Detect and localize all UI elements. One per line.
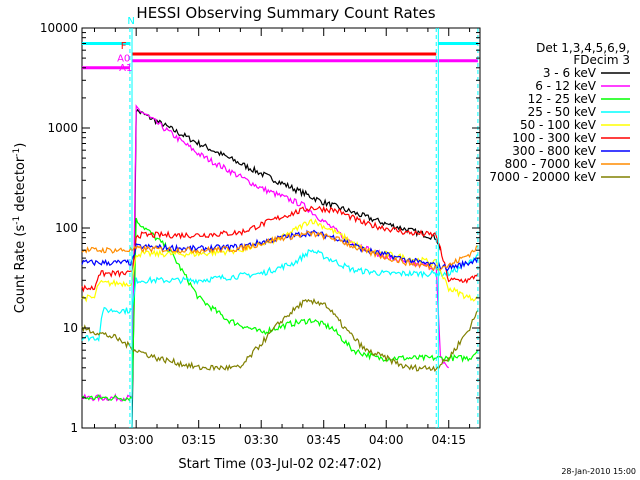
series-line-7 [81,230,479,272]
y-tick-label-4: 10000 [40,21,78,35]
chart-title: HESSI Observing Summary Count Rates [136,4,435,22]
series-line-3 [81,249,479,343]
series-line-2 [81,217,479,402]
y-tick-label-0: 1 [70,421,78,435]
legend-label-8: 7000 - 20000 keV [489,170,596,184]
legend-label-2: 12 - 25 keV [528,92,597,106]
y-axis-label-mid: detector [13,156,28,216]
y-axis-label-main: Count Rate (s [13,225,28,314]
x-tick-label-4: 04:00 [369,433,404,447]
footer-date: 28-Jan-2010 15:00 [561,467,636,476]
y-tick-label-3: 1000 [47,121,78,135]
legend-label-1: 6 - 12 keV [535,79,597,93]
series-line-1 [81,104,450,403]
y-tick-label-2: 100 [55,221,78,235]
legend-label-4: 50 - 100 keV [520,118,597,132]
x-tick-label-2: 03:30 [244,433,279,447]
legend-label-5: 100 - 300 keV [512,131,596,145]
y-axis-label-sup2: -1 [12,148,22,157]
flag-annotation-0: N [127,16,134,27]
x-tick-label-1: 03:15 [181,433,216,447]
y-tick-label-1: 10 [63,321,78,335]
legend-label-0: 3 - 6 keV [543,66,597,80]
legend-label-7: 800 - 7000 keV [505,157,597,171]
series-line-0 [131,108,441,429]
series-line-5 [81,205,479,293]
series-line-6 [81,229,479,272]
x-tick-label-5: 04:15 [431,433,466,447]
x-axis-label: Start Time (03-Jul-02 02:47:02) [178,457,381,472]
flag-annotation-2: A0 [117,54,130,65]
flag-annotation-3: A1 [119,63,132,74]
y-axis-label: Count Rate (s-1 detector-1) [12,143,28,314]
legend-label-3: 25 - 50 keV [528,105,597,119]
y-axis-label-sup1: -1 [12,216,22,225]
series-line-8 [81,297,479,373]
x-tick-label-0: 03:00 [119,433,154,447]
legend-header-2: FDecim 3 [573,53,630,67]
flag-annotation-1: F [121,41,127,52]
legend-label-6: 300 - 800 keV [512,144,596,158]
x-tick-label-3: 03:45 [306,433,341,447]
y-axis-label-end: ) [13,143,28,148]
legend-header-1: Det 1,3,4,5,6,9, [536,41,630,55]
